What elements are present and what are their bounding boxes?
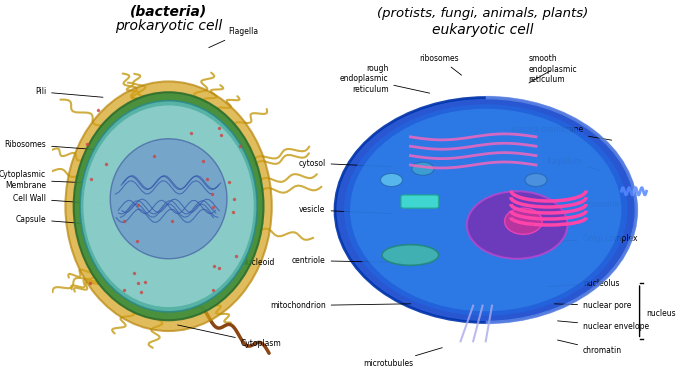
Ellipse shape — [65, 81, 272, 331]
Text: prokaryotic cell: prokaryotic cell — [115, 19, 222, 33]
Text: (bacteria): (bacteria) — [130, 4, 207, 18]
Text: plasma membrane: plasma membrane — [511, 125, 612, 140]
Text: nucleus: nucleus — [646, 309, 676, 318]
Text: Nucleoid: Nucleoid — [180, 248, 274, 267]
FancyBboxPatch shape — [401, 195, 439, 208]
Ellipse shape — [74, 92, 264, 320]
Text: nuclear pore: nuclear pore — [554, 301, 631, 310]
Ellipse shape — [505, 208, 542, 234]
Text: Cell Wall: Cell Wall — [13, 194, 105, 204]
Text: ribosomes: ribosomes — [419, 54, 462, 75]
Text: Ribosomes: Ribosomes — [4, 140, 125, 152]
Ellipse shape — [525, 173, 547, 187]
Text: lysosome: lysosome — [583, 200, 619, 212]
Text: Cytoplasmic
Membrane: Cytoplasmic Membrane — [0, 170, 108, 190]
Text: mitochondrion: mitochondrion — [270, 301, 411, 310]
Text: chromatin: chromatin — [558, 340, 622, 355]
Text: centriole: centriole — [292, 256, 405, 265]
Text: rough
endoplasmic
reticulum: rough endoplasmic reticulum — [340, 64, 430, 94]
Text: nuclear envelope: nuclear envelope — [558, 321, 649, 331]
Text: flagellum: flagellum — [547, 157, 599, 170]
Text: vesicle: vesicle — [299, 206, 392, 214]
Ellipse shape — [467, 191, 567, 259]
Ellipse shape — [381, 173, 402, 187]
Text: eukaryotic cell: eukaryotic cell — [432, 23, 533, 37]
Ellipse shape — [382, 245, 439, 266]
Ellipse shape — [110, 139, 227, 259]
Text: (protists, fungi, animals, plants): (protists, fungi, animals, plants) — [377, 8, 588, 20]
Text: Golgi complex: Golgi complex — [554, 234, 637, 243]
Text: Cytoplasm: Cytoplasm — [178, 325, 281, 348]
Ellipse shape — [412, 162, 434, 176]
Text: cytosol: cytosol — [298, 159, 392, 168]
Ellipse shape — [350, 109, 621, 311]
Text: Pili: Pili — [35, 87, 103, 97]
Text: smooth
endoplasmic
reticulum: smooth endoplasmic reticulum — [528, 54, 577, 84]
Text: nucleolus: nucleolus — [548, 279, 620, 288]
Text: Capsule: Capsule — [16, 215, 100, 225]
Ellipse shape — [335, 98, 637, 322]
Ellipse shape — [80, 100, 257, 312]
Text: microtubules: microtubules — [364, 348, 442, 368]
Ellipse shape — [344, 104, 627, 316]
Text: Flagella: Flagella — [209, 27, 258, 48]
Ellipse shape — [83, 105, 254, 307]
